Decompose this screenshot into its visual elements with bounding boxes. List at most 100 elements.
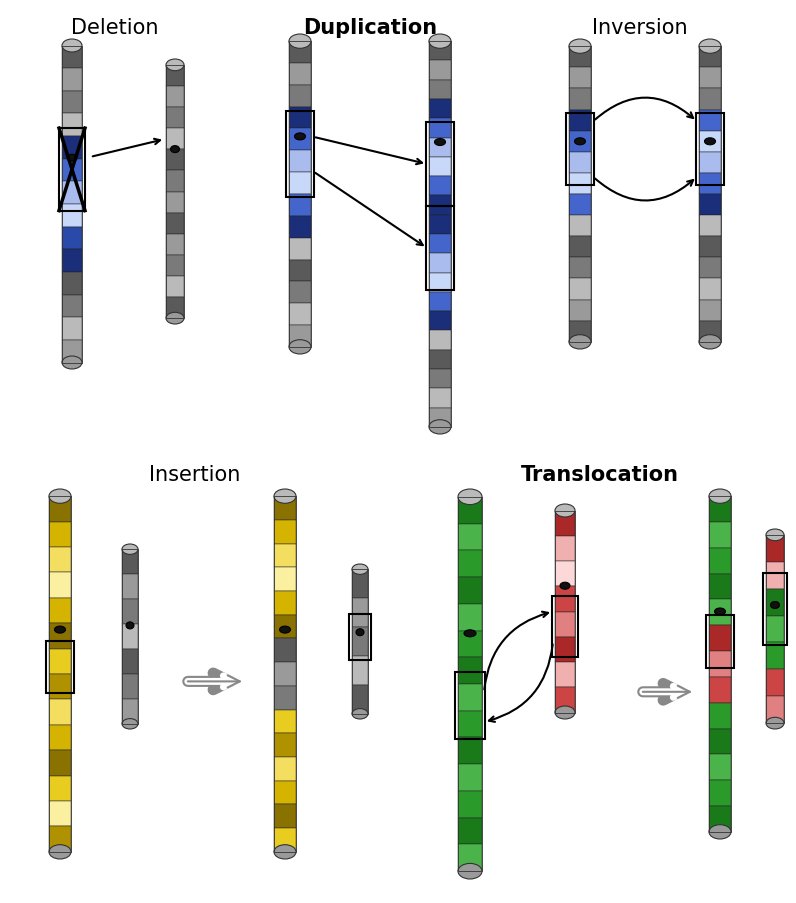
Bar (458, 844, 482, 871)
Bar (429, 254, 451, 274)
Ellipse shape (766, 718, 784, 730)
Bar (62, 295, 82, 318)
Text: Duplication: Duplication (303, 18, 437, 38)
Bar (766, 563, 784, 589)
Bar (699, 301, 721, 321)
Ellipse shape (289, 35, 311, 50)
Bar (49, 598, 71, 623)
Bar (766, 589, 784, 616)
Bar (555, 587, 575, 612)
Ellipse shape (766, 529, 784, 541)
Bar (49, 497, 71, 522)
Bar (555, 536, 575, 562)
Bar (699, 216, 721, 237)
Bar (426, 207, 454, 291)
Bar (62, 273, 82, 295)
Bar (289, 107, 311, 129)
Bar (709, 651, 731, 677)
Bar (166, 172, 184, 192)
Ellipse shape (170, 146, 180, 154)
Bar (458, 524, 482, 551)
Bar (429, 369, 451, 389)
Bar (458, 791, 482, 818)
Bar (766, 535, 784, 563)
Bar (699, 237, 721, 258)
Bar (569, 279, 591, 301)
Bar (166, 213, 184, 235)
Bar (49, 547, 71, 573)
Bar (569, 47, 591, 69)
Bar (569, 110, 591, 132)
Bar (458, 577, 482, 604)
Bar (274, 497, 296, 520)
Bar (763, 573, 787, 646)
Bar (709, 574, 731, 600)
Bar (458, 711, 482, 738)
Ellipse shape (429, 420, 451, 434)
Bar (49, 573, 71, 598)
Bar (349, 614, 371, 660)
Bar (429, 408, 451, 427)
Ellipse shape (771, 601, 779, 609)
Bar (555, 662, 575, 687)
Bar (274, 686, 296, 710)
Bar (569, 321, 591, 342)
Bar (289, 42, 311, 64)
Text: Inversion: Inversion (592, 18, 688, 38)
Bar (458, 604, 482, 631)
Bar (289, 42, 311, 348)
Bar (699, 153, 721, 173)
Bar (49, 522, 71, 547)
Bar (555, 612, 575, 637)
Bar (274, 520, 296, 544)
Bar (122, 574, 138, 600)
Bar (699, 258, 721, 279)
Ellipse shape (67, 155, 77, 163)
Bar (274, 615, 296, 638)
Bar (709, 677, 731, 703)
Bar (709, 548, 731, 574)
Ellipse shape (122, 545, 138, 554)
Text: Translocation: Translocation (521, 464, 679, 485)
Bar (49, 725, 71, 750)
Bar (352, 570, 368, 714)
Bar (62, 92, 82, 115)
Bar (429, 42, 451, 61)
Bar (166, 129, 184, 150)
Bar (46, 641, 74, 693)
Ellipse shape (352, 709, 368, 719)
Bar (458, 631, 482, 657)
Bar (166, 150, 184, 172)
Bar (166, 192, 184, 213)
Bar (429, 158, 451, 177)
Bar (429, 196, 451, 216)
Bar (49, 801, 71, 826)
Bar (122, 600, 138, 624)
Bar (426, 123, 454, 207)
Bar (709, 703, 731, 729)
Bar (62, 137, 82, 160)
Bar (709, 497, 731, 832)
Bar (555, 511, 575, 712)
Bar (569, 132, 591, 153)
Ellipse shape (54, 627, 65, 633)
Ellipse shape (166, 313, 184, 325)
Bar (569, 237, 591, 258)
Bar (429, 274, 451, 293)
Ellipse shape (715, 609, 725, 615)
Bar (62, 318, 82, 340)
Bar (352, 570, 368, 599)
Bar (429, 42, 451, 427)
Bar (274, 805, 296, 828)
Bar (555, 637, 575, 662)
Bar (49, 497, 71, 852)
Ellipse shape (699, 335, 721, 349)
Bar (699, 173, 721, 195)
Bar (699, 321, 721, 342)
Bar (429, 80, 451, 100)
Ellipse shape (352, 564, 368, 575)
Bar (458, 684, 482, 711)
Bar (289, 86, 311, 107)
Ellipse shape (122, 719, 138, 730)
Bar (429, 350, 451, 369)
